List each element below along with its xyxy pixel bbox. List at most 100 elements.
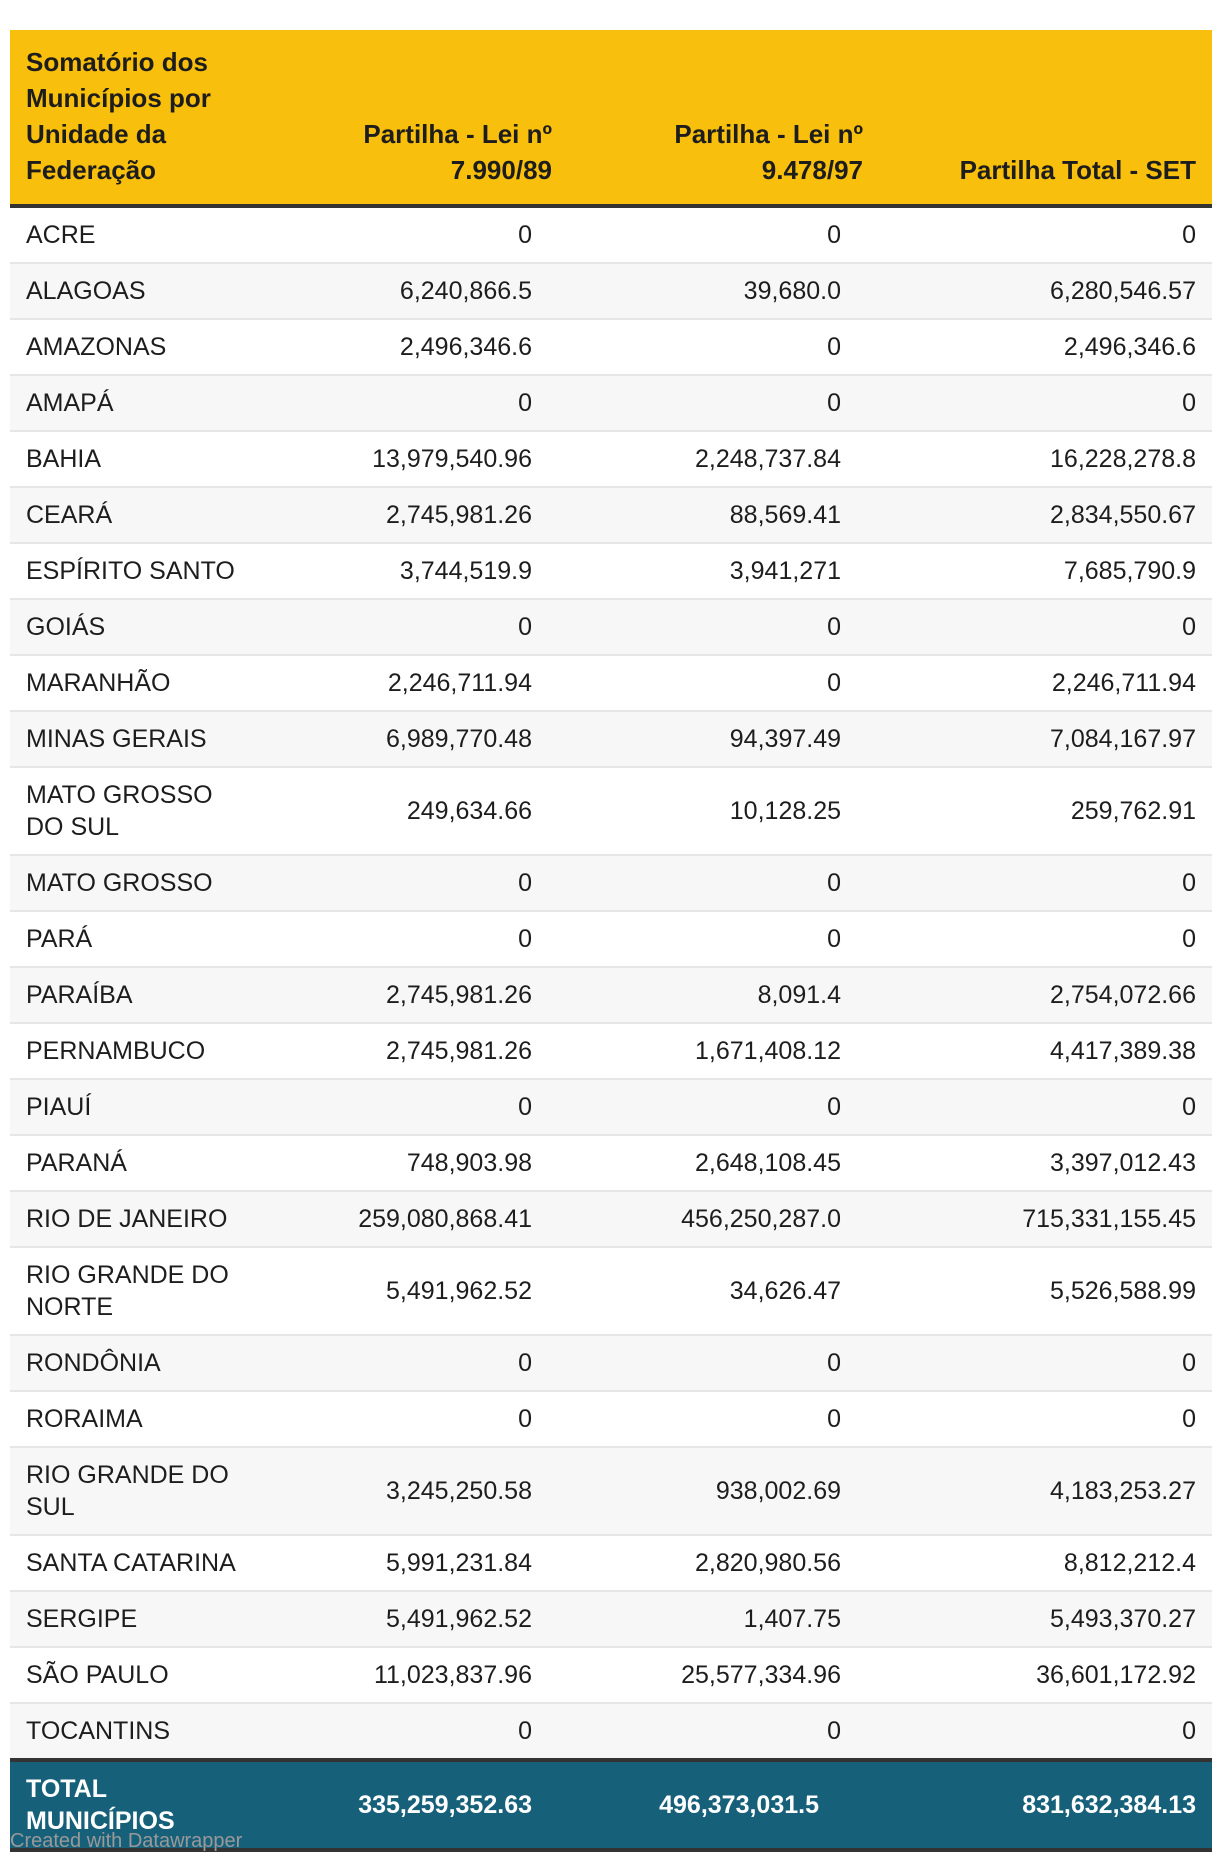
cell-total-set: 2,496,346.6 <box>879 319 1212 376</box>
cell-lei-9478: 34,626.47 <box>568 1247 879 1336</box>
cell-state: RONDÔNIA <box>10 1335 260 1392</box>
cell-total-set: 5,526,588.99 <box>879 1247 1212 1336</box>
cell-state: MINAS GERAIS <box>10 711 260 768</box>
table-row: RIO GRANDE DO NORTE 5,491,962.52 34,626.47… <box>10 1247 1212 1336</box>
cell-state: BAHIA <box>10 431 260 488</box>
table-header: Somatório dos Municípios por Unidade da … <box>10 30 1212 208</box>
cell-total-set: 2,754,072.66 <box>879 967 1212 1024</box>
cell-lei-7990: 2,246,711.94 <box>260 655 568 712</box>
cell-lei-9478: 39,680.0 <box>568 263 879 320</box>
table-row: SERGIPE 5,491,962.52 1,407.75 5,493,370.27 <box>10 1591 1212 1648</box>
cell-lei-7990: 249,634.66 <box>260 767 568 856</box>
table-row: PARANÁ 748,903.98 2,648,108.45 3,397,012.43 <box>10 1135 1212 1192</box>
table-row: SÃO PAULO 11,023,837.96 25,577,334.96 36,60… <box>10 1647 1212 1704</box>
table-row: AMAPÁ 0 0 0 <box>10 375 1212 432</box>
cell-state: RIO GRANDE DO NORTE <box>10 1247 260 1336</box>
cell-state: PARAÍBA <box>10 967 260 1024</box>
cell-total-set: 8,812,212.4 <box>879 1535 1212 1592</box>
cell-lei-9478: 88,569.41 <box>568 487 879 544</box>
cell-lei-7990: 0 <box>260 1391 568 1448</box>
table-row: RONDÔNIA 0 0 0 <box>10 1335 1212 1392</box>
header-lei-7990[interactable]: Partilha - Lei nº 7.990/89 <box>260 30 568 208</box>
cell-state: RIO GRANDE DO SUL <box>10 1447 260 1536</box>
cell-lei-7990: 2,745,981.26 <box>260 967 568 1024</box>
total-row: TOTAL MUNICÍPIOS 335,259,352.63 496,373,… <box>10 1758 1212 1852</box>
table-row: PARÁ 0 0 0 <box>10 911 1212 968</box>
table-row: PARAÍBA 2,745,981.26 8,091.4 2,754,072.66 <box>10 967 1212 1024</box>
cell-state: AMAZONAS <box>10 319 260 376</box>
cell-lei-9478: 0 <box>568 855 879 912</box>
table-row: RIO DE JANEIRO 259,080,868.41 456,250,287.… <box>10 1191 1212 1248</box>
cell-lei-7990: 0 <box>260 206 568 264</box>
cell-lei-9478: 25,577,334.96 <box>568 1647 879 1704</box>
cell-lei-9478: 0 <box>568 1391 879 1448</box>
cell-total-set: 2,246,711.94 <box>879 655 1212 712</box>
cell-lei-7990: 3,245,250.58 <box>260 1447 568 1536</box>
cell-lei-7990: 2,745,981.26 <box>260 487 568 544</box>
cell-state: MARANHÃO <box>10 655 260 712</box>
cell-lei-9478: 0 <box>568 1335 879 1392</box>
cell-state: GOIÁS <box>10 599 260 656</box>
cell-lei-9478: 2,820,980.56 <box>568 1535 879 1592</box>
cell-lei-9478: 94,397.49 <box>568 711 879 768</box>
cell-total-set: 0 <box>879 375 1212 432</box>
table-row: RORAIMA 0 0 0 <box>10 1391 1212 1448</box>
total-label: TOTAL MUNICÍPIOS <box>10 1758 260 1852</box>
cell-state: RIO DE JANEIRO <box>10 1191 260 1248</box>
cell-lei-9478: 2,248,737.84 <box>568 431 879 488</box>
cell-total-set: 0 <box>879 206 1212 264</box>
cell-total-set: 259,762.91 <box>879 767 1212 856</box>
cell-total-set: 36,601,172.92 <box>879 1647 1212 1704</box>
cell-total-set: 7,685,790.9 <box>879 543 1212 600</box>
cell-lei-7990: 0 <box>260 911 568 968</box>
cell-lei-9478: 0 <box>568 911 879 968</box>
table-body: ACRE 0 0 0 ALAGOAS 6,240,866.5 39,680.0 6,280,5… <box>10 206 1212 1761</box>
table-row: MINAS GERAIS 6,989,770.48 94,397.49 7,084,1… <box>10 711 1212 768</box>
cell-lei-9478: 0 <box>568 599 879 656</box>
cell-lei-9478: 2,648,108.45 <box>568 1135 879 1192</box>
cell-lei-7990: 0 <box>260 1335 568 1392</box>
table-row: MATO GROSSO DO SUL 249,634.66 10,128.25 259… <box>10 767 1212 856</box>
cell-state: MATO GROSSO DO SUL <box>10 767 260 856</box>
table-row: ESPÍRITO SANTO 3,744,519.9 3,941,271 7,685,… <box>10 543 1212 600</box>
cell-lei-7990: 0 <box>260 855 568 912</box>
table-row: TOCANTINS 0 0 0 <box>10 1703 1212 1761</box>
table-row: BAHIA 13,979,540.96 2,248,737.84 16,228,278… <box>10 431 1212 488</box>
cell-lei-7990: 6,989,770.48 <box>260 711 568 768</box>
cell-state: CEARÁ <box>10 487 260 544</box>
header-state[interactable]: Somatório dos Municípios por Unidade da … <box>10 30 260 208</box>
cell-total-set: 0 <box>879 855 1212 912</box>
cell-lei-9478: 0 <box>568 1079 879 1136</box>
cell-lei-9478: 456,250,287.0 <box>568 1191 879 1248</box>
cell-lei-7990: 3,744,519.9 <box>260 543 568 600</box>
cell-lei-7990: 259,080,868.41 <box>260 1191 568 1248</box>
table-row: PIAUÍ 0 0 0 <box>10 1079 1212 1136</box>
cell-lei-7990: 0 <box>260 599 568 656</box>
datawrapper-credit[interactable]: Created with Datawrapper <box>10 1830 243 1852</box>
header-total-set[interactable]: Partilha Total - SET <box>879 30 1212 208</box>
cell-lei-9478: 0 <box>568 655 879 712</box>
cell-state: SERGIPE <box>10 1591 260 1648</box>
header-lei-9478[interactable]: Partilha - Lei nº 9.478/97 <box>568 30 879 208</box>
cell-state: ACRE <box>10 206 260 264</box>
cell-total-set: 6,280,546.57 <box>879 263 1212 320</box>
cell-total-set: 5,493,370.27 <box>879 1591 1212 1648</box>
cell-total-set: 0 <box>879 1703 1212 1761</box>
cell-lei-7990: 0 <box>260 375 568 432</box>
table-row: MARANHÃO 2,246,711.94 0 2,246,711.94 <box>10 655 1212 712</box>
table-total: TOTAL MUNICÍPIOS 335,259,352.63 496,373,… <box>10 1758 1212 1852</box>
cell-state: AMAPÁ <box>10 375 260 432</box>
cell-total-set: 0 <box>879 1079 1212 1136</box>
cell-lei-9478: 8,091.4 <box>568 967 879 1024</box>
cell-lei-7990: 748,903.98 <box>260 1135 568 1192</box>
cell-lei-7990: 11,023,837.96 <box>260 1647 568 1704</box>
table-row: SANTA CATARINA 5,991,231.84 2,820,980.56 8,… <box>10 1535 1212 1592</box>
cell-lei-9478: 1,671,408.12 <box>568 1023 879 1080</box>
cell-lei-7990: 5,991,231.84 <box>260 1535 568 1592</box>
cell-total-set: 4,417,389.38 <box>879 1023 1212 1080</box>
cell-state: ESPÍRITO SANTO <box>10 543 260 600</box>
table-row: ACRE 0 0 0 <box>10 206 1212 264</box>
cell-state: SÃO PAULO <box>10 1647 260 1704</box>
cell-lei-7990: 0 <box>260 1703 568 1761</box>
table-row: AMAZONAS 2,496,346.6 0 2,496,346.6 <box>10 319 1212 376</box>
